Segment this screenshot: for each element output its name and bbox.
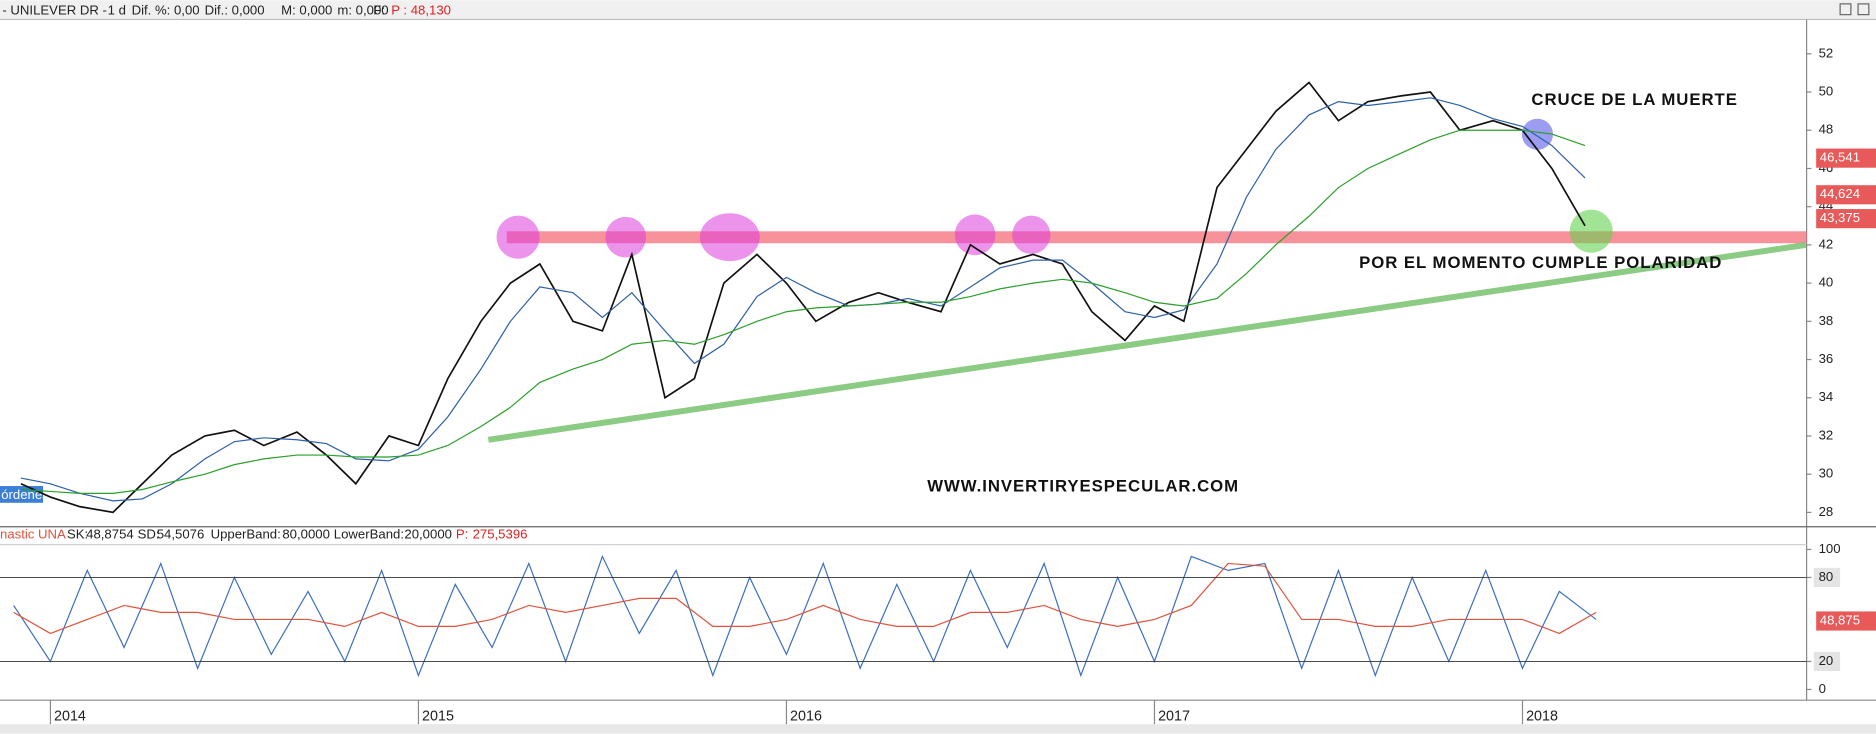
- price-tag-label: 43,375: [1820, 210, 1860, 225]
- toolbar: [0, 0, 1876, 20]
- highlight-circle: [699, 213, 760, 262]
- y-tick-label: 28: [1819, 504, 1834, 519]
- y-tick-label: 80: [1819, 569, 1834, 584]
- x-tick-label: 2014: [54, 709, 86, 725]
- y-tick-label: 48: [1819, 122, 1834, 137]
- indicator-value: 48,8754: [86, 527, 134, 542]
- price-tag-label: 44,624: [1820, 186, 1860, 201]
- period: 1 d: [108, 3, 126, 18]
- highlight-circle: [605, 216, 647, 258]
- stat: Dif. %: 0,00: [132, 3, 200, 18]
- highlights: [496, 118, 1613, 262]
- indicator-key: SK:: [67, 527, 88, 542]
- indicator-value: 20,0000: [404, 527, 452, 542]
- y-tick-label: 42: [1819, 236, 1834, 251]
- indicator-value: 54,5076: [157, 527, 205, 542]
- indicator-tag-label: 48,875: [1820, 612, 1860, 627]
- last-price: P : 48,130: [391, 3, 451, 18]
- restore-button[interactable]: [1839, 3, 1852, 16]
- resistance-band: [506, 231, 1807, 244]
- trendline: [487, 241, 1807, 443]
- highlight-circle: [496, 215, 540, 259]
- y-tick-label: 38: [1819, 313, 1834, 328]
- y-tick-label: 52: [1819, 45, 1834, 60]
- stat: F:: [373, 3, 385, 18]
- x-tick-label: 2017: [1158, 709, 1190, 725]
- y-tick-label: 50: [1819, 84, 1834, 99]
- y-tick-box: [1813, 567, 1841, 588]
- indicator-name: nastic UNA: [0, 527, 66, 542]
- x-tick-label: 2018: [1526, 709, 1558, 725]
- y-tick-label: 30: [1819, 466, 1834, 481]
- price-tag: [1816, 209, 1876, 229]
- indicator-key: UpperBand:: [211, 527, 281, 542]
- highlight-circle: [1012, 215, 1051, 254]
- indicator-key: LowerBand:: [334, 527, 404, 542]
- polarity-circle: [1569, 209, 1613, 253]
- stat: m: 0,000: [337, 3, 388, 18]
- y-tick-label: 34: [1819, 389, 1834, 404]
- y-tick-box: [1813, 651, 1841, 671]
- series-line: [20, 129, 1586, 494]
- y-tick-label: 40: [1819, 275, 1834, 290]
- y-tick-label: 0: [1819, 681, 1826, 696]
- x-tick-label: 2015: [422, 709, 454, 725]
- annotation: POR EL MOMENTO CUMPLE POLARIDAD: [1359, 253, 1722, 272]
- series-line: [13, 554, 1597, 678]
- close-button[interactable]: [1857, 3, 1870, 16]
- y-tick-label: 100: [1819, 541, 1841, 556]
- y-tick-label: 36: [1819, 351, 1834, 366]
- indicator-value: 275,5396: [473, 527, 528, 542]
- price-tag: [1816, 185, 1876, 205]
- annotation: CRUCE DE LA MUERTE: [1531, 90, 1737, 109]
- price-tag-label: 46,541: [1820, 150, 1860, 165]
- stat: M: 0,000: [281, 3, 332, 18]
- y-tick-label: 32: [1819, 427, 1834, 442]
- death-cross-circle: [1521, 118, 1553, 150]
- indicator-tag: [1816, 611, 1876, 631]
- x-tick-label: 2016: [790, 709, 822, 725]
- indicator-key: SD:: [138, 527, 160, 542]
- indicator-value: 80,0000: [282, 527, 330, 542]
- stat: Dif.: 0,000: [205, 3, 265, 18]
- indicator-key: P:: [456, 527, 468, 542]
- series-line: [13, 562, 1597, 635]
- symbol: - UNILEVER DR -: [2, 3, 107, 18]
- series-line: [20, 97, 1586, 502]
- highlight-circle: [954, 214, 996, 256]
- status-bar: [0, 724, 1876, 734]
- y-tick-label: 20: [1819, 653, 1834, 668]
- annotation: WWW.INVERTIRYESPECULAR.COM: [927, 477, 1239, 496]
- price-tag: [1816, 148, 1876, 168]
